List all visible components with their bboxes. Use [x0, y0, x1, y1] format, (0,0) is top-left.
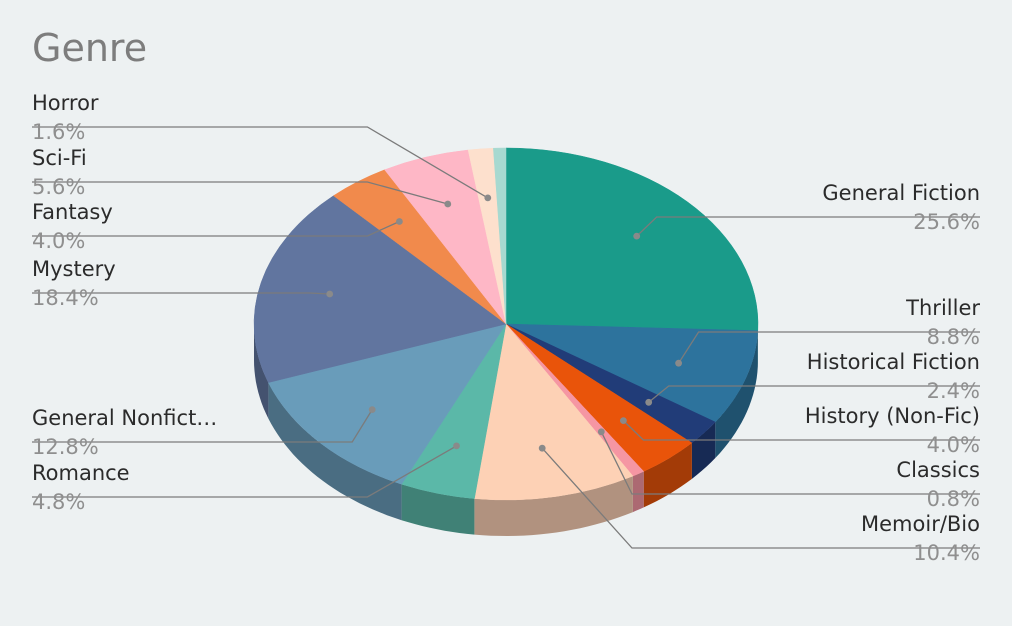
pie-slice-mystery — [253, 195, 507, 383]
slice-percent-general-nonfict: 12.8% — [32, 435, 99, 459]
leader-dot-mystery — [326, 290, 334, 298]
leader-dot-general-nonfict — [368, 406, 376, 413]
leader-line-historical-fiction — [648, 385, 980, 403]
pie-side-history-non-fic — [643, 442, 692, 508]
leader-line-horror — [32, 126, 489, 199]
pie-slice-memoir-bio — [474, 323, 634, 501]
slice-percent-horror: 1.6% — [32, 120, 85, 144]
slice-percent-historical-fiction: 2.4% — [927, 379, 980, 403]
pie-side-romance — [401, 484, 475, 535]
leader-line-general-nonfict — [32, 409, 373, 443]
slice-label-horror: Horror — [32, 91, 99, 115]
pie-side-historical-fiction — [691, 422, 716, 479]
leader-dot-romance — [453, 442, 460, 450]
leader-dot-fantasy — [396, 218, 403, 225]
slice-label-memoir-bio: Memoir/Bio — [861, 512, 980, 536]
pie-side-classics — [632, 471, 644, 513]
pie-side-thriller — [715, 330, 758, 458]
pie-slice-general-fiction — [505, 147, 759, 331]
slice-percent-mystery: 18.4% — [32, 286, 99, 310]
slice-percent-general-fiction: 25.6% — [913, 210, 980, 234]
slice-label-thriller: Thriller — [905, 296, 980, 320]
leader-dot-sci-fi — [444, 200, 452, 208]
leader-line-general-fiction — [636, 216, 980, 237]
slice-percent-history-non-fic: 4.0% — [927, 433, 980, 457]
slice-label-sci-fi: Sci-Fi — [32, 146, 87, 170]
leader-line-history-non-fic — [622, 420, 980, 441]
leader-line-sci-fi — [32, 181, 448, 205]
pie-side-general-nonfict — [268, 382, 402, 521]
slice-label-historical-fiction: Historical Fiction — [807, 350, 980, 374]
slice-label-romance: Romance — [32, 461, 130, 485]
leader-dot-horror — [484, 194, 492, 202]
slice-percent-thriller: 8.8% — [927, 325, 980, 349]
leader-line-mystery — [32, 292, 330, 295]
leader-dot-history-non-fic — [620, 417, 627, 424]
pie-slice-thriller — [505, 323, 759, 423]
chart-title: Genre — [32, 26, 148, 70]
pie-side-mystery — [254, 324, 269, 419]
slice-percent-memoir-bio: 10.4% — [913, 541, 980, 565]
leader-dot-memoir-bio — [538, 444, 546, 452]
leader-line-romance — [32, 445, 457, 498]
slice-label-mystery: Mystery — [32, 257, 116, 281]
leader-line-classics — [600, 431, 980, 495]
slice-label-fantasy: Fantasy — [32, 200, 113, 224]
slice-label-general-nonfict: General Nonfict… — [32, 406, 217, 430]
slice-percent-fantasy: 4.0% — [32, 229, 85, 253]
pie-slice-slice-12 — [493, 147, 507, 325]
pie-side-memoir-bio — [474, 476, 633, 536]
slice-label-general-fiction: General Fiction — [822, 181, 980, 205]
slice-label-classics: Classics — [896, 458, 980, 482]
leader-dot-general-fiction — [633, 232, 641, 240]
slice-percent-romance: 4.8% — [32, 490, 85, 514]
leader-line-memoir-bio — [541, 447, 980, 549]
slice-percent-sci-fi: 5.6% — [32, 175, 85, 199]
pie-slice-general-nonfict — [268, 323, 507, 485]
leader-line-fantasy — [32, 220, 400, 237]
leader-dot-thriller — [675, 359, 682, 367]
leader-line-thriller — [678, 331, 980, 364]
slice-label-history-non-fic: History (Non-Fic) — [805, 404, 980, 428]
leader-dot-historical-fiction — [645, 398, 653, 406]
slice-percent-classics: 0.8% — [927, 487, 980, 511]
leader-dot-classics — [597, 428, 605, 436]
